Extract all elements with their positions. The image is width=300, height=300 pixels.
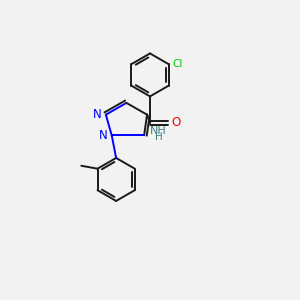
Text: NH: NH xyxy=(149,126,166,136)
Text: Cl: Cl xyxy=(172,58,182,69)
Text: N: N xyxy=(99,129,108,142)
Text: O: O xyxy=(172,116,181,129)
Text: N: N xyxy=(93,108,102,121)
Text: H: H xyxy=(155,132,163,142)
